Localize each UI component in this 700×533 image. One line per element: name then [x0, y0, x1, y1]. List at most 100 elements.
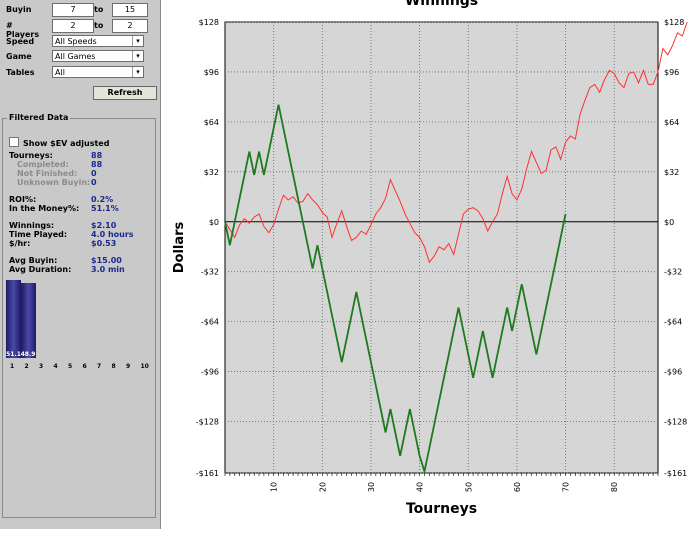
stat-label: Unknown Buyin: — [17, 178, 91, 187]
stat-tourneys: Tourneys: 88 — [9, 151, 102, 160]
stat-value: $2.10 — [91, 221, 117, 230]
y-tick-label-right: -$64 — [664, 318, 682, 327]
x-axis-label: Tourneys — [406, 501, 477, 517]
stat-time-played: Time Played: 4.0 hours — [9, 230, 134, 239]
stat-label: Avg Buyin: — [9, 256, 58, 265]
histogram-tick: 4 — [53, 363, 58, 370]
stat-value: 0.2% — [91, 195, 114, 204]
winnings-chart-svg: $128 $128 $96 $96 $64 $64 $32 $32 $0 $0 -$32 -$32 -$… — [172, 0, 688, 517]
tables-select-value: All — [55, 68, 65, 77]
y-tick-label-right: -$32 — [664, 268, 682, 277]
speed-select-value: All Speeds — [55, 37, 97, 46]
stat-per-hour: $/hr: $0.53 — [9, 239, 116, 248]
tables-label: Tables — [6, 68, 35, 77]
x-tick-label: 20 — [318, 482, 327, 492]
histogram-tick: 6 — [82, 363, 87, 370]
series-line-green — [224, 104, 567, 476]
stat-label: Winnings: — [9, 221, 55, 230]
ev-adjusted-label: Show $EV adjusted — [23, 139, 110, 148]
buyin-min-input[interactable]: 7 — [52, 3, 94, 17]
x-tick-label: 60 — [513, 482, 522, 492]
chevron-down-icon[interactable]: ▾ — [132, 67, 143, 77]
y-tick-label-left: -$64 — [201, 318, 219, 327]
stat-value: $0.53 — [91, 239, 117, 248]
histogram-bar — [20, 283, 36, 358]
stat-label: Not Finished: — [17, 169, 78, 178]
y-tick-label-right: $0 — [664, 218, 674, 227]
y-tick-label-right: $64 — [664, 118, 679, 127]
tables-select[interactable]: All ▾ — [52, 66, 144, 78]
histogram-bar — [6, 280, 21, 358]
stat-label: Avg Duration: — [9, 265, 72, 274]
y-tick-label-right: -$161 — [664, 469, 687, 478]
x-tick-label: 40 — [416, 482, 425, 492]
stat-not-finished: Not Finished: 0 — [17, 169, 97, 178]
winnings-chart: $128 $128 $96 $96 $64 $64 $32 $32 $0 $0 -$32 -$32 -$… — [161, 0, 700, 529]
histogram-bar-label: 48.9 — [20, 351, 36, 358]
chevron-down-icon[interactable]: ▾ — [132, 51, 143, 61]
y-tick-label-left: $32 — [204, 168, 219, 177]
stat-label: Completed: — [17, 160, 69, 169]
histogram-bar-label: 51.1 — [6, 351, 21, 358]
stat-roi: ROI%: 0.2% — [9, 195, 113, 204]
stat-value: 3.0 min — [91, 265, 125, 274]
finish-position-histogram: 1 2 3 4 5 6 7 8 9 10 51.1 48.9 — [4, 278, 156, 372]
y-tick-label-left: -$128 — [196, 418, 219, 427]
stat-value: 0 — [91, 178, 97, 187]
buyin-max-input[interactable]: 15 — [112, 3, 148, 17]
game-label: Game — [6, 52, 32, 61]
checkbox-icon[interactable] — [9, 137, 19, 147]
y-tick-label-left: $0 — [209, 218, 219, 227]
buyin-label: Buyin — [6, 5, 32, 14]
refresh-button[interactable]: Refresh — [93, 86, 157, 100]
y-tick-label-left: -$161 — [196, 469, 219, 478]
stat-value: 0 — [91, 169, 97, 178]
stat-completed: Completed: 88 — [17, 160, 102, 169]
x-tick-label: 30 — [367, 482, 376, 492]
speed-label: Speed — [6, 37, 35, 46]
stat-avg-buyin: Avg Buyin: $15.00 — [9, 256, 122, 265]
game-select[interactable]: All Games ▾ — [52, 50, 144, 62]
y-tick-label-right: $32 — [664, 168, 679, 177]
stat-itm: In the Money%: 51.1% — [9, 204, 119, 213]
histogram-tick: 7 — [97, 363, 102, 370]
filtered-data-group: Filtered Data Show $EV adjusted Tourneys… — [2, 113, 156, 518]
stat-value: $15.00 — [91, 256, 122, 265]
speed-select[interactable]: All Speeds ▾ — [52, 35, 144, 47]
stat-label: ROI%: — [9, 195, 37, 204]
x-tick-label: 50 — [464, 482, 473, 492]
histogram-tick: 2 — [24, 363, 29, 370]
stat-value: 88 — [91, 160, 103, 169]
series-line-red — [224, 21, 688, 264]
stat-label: Tourneys: — [9, 151, 53, 160]
players-min-input[interactable]: 2 — [52, 19, 94, 33]
ev-adjusted-checkbox[interactable]: Show $EV adjusted — [9, 137, 109, 148]
stat-avg-duration: Avg Duration: 3.0 min — [9, 265, 125, 274]
y-tick-label-left: -$96 — [201, 368, 219, 377]
histogram-tick: 9 — [126, 363, 131, 370]
histogram-tick: 8 — [111, 363, 116, 370]
y-tick-label-left: $128 — [199, 18, 219, 27]
chart-title: Winnings — [405, 0, 478, 9]
stat-winnings: Winnings: $2.10 — [9, 221, 116, 230]
x-tick-label: 10 — [270, 482, 279, 492]
histogram-tick: 10 — [140, 363, 149, 370]
stat-label: Time Played: — [9, 230, 68, 239]
chevron-down-icon[interactable]: ▾ — [132, 36, 143, 46]
histogram-tick: 3 — [39, 363, 44, 370]
y-tick-label-right: $128 — [664, 18, 684, 27]
histogram-tick: 1 — [10, 363, 15, 370]
y-tick-label-right: -$128 — [664, 418, 687, 427]
players-to-label: to — [94, 21, 104, 30]
histogram-tick: 5 — [68, 363, 73, 370]
stat-label: $/hr: — [9, 239, 31, 248]
buyin-to-label: to — [94, 5, 104, 14]
stat-unknown-buyin: Unknown Buyin: 0 — [17, 178, 97, 187]
y-tick-label-left: $64 — [204, 118, 219, 127]
game-select-value: All Games — [55, 52, 96, 61]
stat-value: 88 — [91, 151, 103, 160]
x-tick-label: 80 — [610, 482, 619, 492]
players-max-input[interactable]: 2 — [112, 19, 148, 33]
y-tick-label-left: -$32 — [201, 268, 219, 277]
filtered-data-title: Filtered Data — [7, 113, 71, 122]
